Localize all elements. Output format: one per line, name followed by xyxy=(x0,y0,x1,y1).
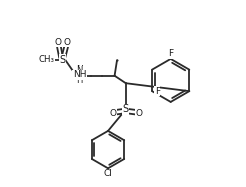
Text: NH: NH xyxy=(73,70,86,79)
Text: O: O xyxy=(135,109,142,118)
Text: F: F xyxy=(168,49,173,58)
Text: O: O xyxy=(64,38,71,47)
Text: O: O xyxy=(54,38,62,47)
Text: S: S xyxy=(59,55,65,65)
Text: F: F xyxy=(155,87,160,96)
Text: N
H: N H xyxy=(77,66,83,85)
Text: O: O xyxy=(110,109,117,118)
Text: S: S xyxy=(123,104,129,114)
Text: Cl: Cl xyxy=(104,169,112,178)
Text: CH₃: CH₃ xyxy=(39,55,55,64)
Text: N
H: N H xyxy=(76,65,83,85)
